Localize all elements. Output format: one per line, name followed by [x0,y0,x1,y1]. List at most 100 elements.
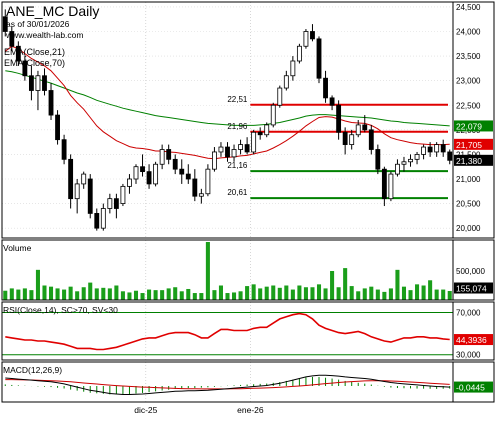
ema-long-label: EMA(Close,70) [4,58,65,68]
price-tick-label: 20,500 [456,200,481,209]
volume-axis-frame [452,239,495,301]
candle-body [127,178,132,187]
level-label: 21,16 [227,161,248,170]
candle-body [94,213,100,229]
macd-badge: -0,0445 [456,383,485,393]
volume-bar [290,289,295,300]
volume-bar [186,288,191,300]
volume-bar [343,268,348,300]
price-tick-label: 24,000 [456,28,481,37]
volume-bar [238,291,243,300]
candle-body [427,146,433,153]
volume-bar [369,286,374,300]
candle-body [434,144,440,153]
candle-body [336,104,342,133]
candle-body [414,154,420,160]
volume-bar [434,289,439,300]
price-badge-bg [454,154,493,166]
volume-bar [22,288,27,300]
candle-body [231,149,237,158]
candle-body [296,45,302,62]
volume-bar [356,291,361,300]
candle-body [22,60,28,77]
volume-bar [362,288,367,300]
price-badge: 21,705 [456,140,482,150]
volume-bar [133,290,139,300]
volume-bar [336,287,341,300]
candle-body [270,104,276,126]
site-line: www.wealth-lab.com [5,30,83,40]
candle-body [310,31,315,40]
candle-body [74,183,80,200]
volume-bar [447,291,452,300]
volume-bar [81,287,86,300]
volume-bar [330,271,335,300]
date-line: as of 30/01/2026 [6,19,70,29]
candle-body [349,134,355,145]
candle-body [323,77,328,99]
volume-bar [441,289,446,300]
candle-body [120,185,126,204]
price-badge: 21,380 [456,156,482,166]
candle-body [264,124,270,136]
volume-bar [212,290,217,300]
rsi-badge-bg [454,334,493,346]
candle-body [375,149,381,170]
volume-bar [388,288,393,300]
candle-body [113,198,119,209]
level-label: 21,96 [227,122,248,131]
volume-bar [271,285,276,300]
candle-body [107,198,113,209]
candle-body [225,146,230,158]
volume-bar [316,284,322,300]
volume-bar [140,293,145,300]
chart-title: ANE_MC Daily [6,3,99,19]
candle-body [218,146,224,153]
candle-body [81,173,87,185]
rsi-panel-label: RSI(Close,14), SC>70, SV<30 [3,305,118,315]
volume-bar [258,288,263,300]
candle-body [238,144,243,150]
macd-line [5,374,450,395]
volume-bar [349,286,354,300]
text-layer: ANE_MC Daily as of 30/01/2026 www.wealth… [3,3,248,375]
axes-layer: 24,50024,00023,50023,00022,50022,00021,5… [1,1,495,415]
volume-bar [284,285,289,300]
volume-bar [277,287,282,300]
volume-bar [408,290,413,300]
candle-body [55,114,60,141]
candle-body [408,158,413,163]
volume-tick-label: 500,000 [456,267,485,276]
volume-bar [107,288,112,300]
volume-bar [192,293,197,300]
rsi-tick-label: 70,000 [456,309,481,318]
candle-body [395,163,400,175]
price-badge: 22,079 [456,121,482,131]
price-tick-label: 24,500 [456,3,481,12]
price-tick-label: 23,500 [456,52,481,61]
candle-body [179,168,185,175]
volume-bar [382,291,387,300]
volume-bar [94,288,99,300]
candle-body [185,173,191,180]
level-label: 22,51 [227,95,248,104]
price-tick-label: 23,000 [456,77,481,86]
volume-bar [147,289,152,300]
volume-bar [401,286,407,300]
volume-bar [297,285,302,300]
price-tick-label: 20,000 [456,224,481,233]
volume-bar [9,288,14,300]
macd-badge-bg [454,381,493,393]
candle-body [440,144,446,153]
volume-bar [245,286,250,300]
volume-badge-bg [454,282,493,294]
volume-bar [68,286,73,300]
candle-body [140,166,145,173]
volume-bar [428,280,433,300]
candle-body [401,161,407,165]
volume-bar [101,287,106,300]
volume-bar [375,289,380,300]
candle-body [68,158,74,200]
candle-body [368,129,374,150]
